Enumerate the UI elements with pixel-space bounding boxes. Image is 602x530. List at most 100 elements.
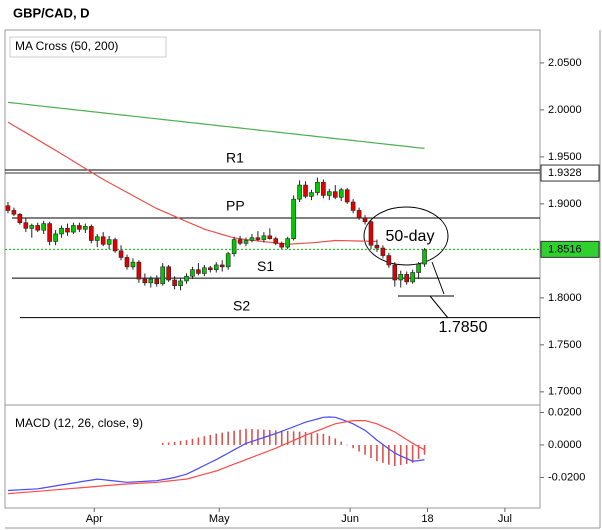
histogram-bar [364,444,366,455]
price-label-box [540,240,600,258]
candle-body [416,263,421,273]
candle-body [237,239,243,244]
histogram-bar [185,440,188,445]
candle-body [47,223,52,242]
candle-body [136,261,142,280]
histogram-bar [423,444,426,455]
histogram-bar [340,441,343,445]
x-tick-label: 18 [421,513,433,525]
plot-layer: MA Cross (50, 200) 2.0500 2.0000 1.9500 1.90… [5,36,600,525]
histogram-bar [245,428,247,445]
candle-body [315,181,320,193]
y-tick-label: 1.9500 [548,151,582,163]
histogram-bar [269,430,271,445]
candle-body [273,238,279,244]
x-tick-label: Apr [86,513,103,525]
indicator-box [9,36,167,58]
x-tick-label: May [209,513,230,525]
x-tick-label: Jun [341,513,359,525]
candle-body [23,222,29,229]
y-tick-label: 1.7500 [548,339,582,351]
chart-title: GBP/CAD, D [13,5,90,20]
y-tick-label: 1.8000 [548,292,582,304]
histogram-bar [352,444,354,449]
candle-body [130,261,136,268]
histogram-bar [209,434,212,445]
candle-body [41,223,46,231]
histogram-bar [417,444,420,459]
candle-body [410,272,415,283]
histogram-bar [227,431,229,445]
histogram-bar [221,432,224,445]
histogram-bar [322,433,325,445]
histogram-bar [376,444,378,462]
candle-body [303,184,308,197]
candle-body [154,278,160,285]
candle-body [362,217,368,223]
candle-body [178,280,183,286]
indicator-line [7,416,425,492]
x-tick-label: Jul [498,513,512,525]
price-label: 1.8516 [548,243,582,255]
histogram-bar [179,441,182,445]
candle-body [219,264,225,268]
candle-body [17,213,23,223]
histogram-bar [280,430,283,445]
candle-body [380,247,386,256]
candle-body [332,191,338,198]
histogram-bar [346,444,348,446]
histogram-bar [304,431,307,445]
histogram-bar [239,429,241,445]
histogram-bar [328,435,331,445]
candle-body [202,267,207,274]
annotation: 1.7850 [439,319,488,336]
candle-body [184,275,189,282]
macd-panel [4,404,541,509]
indicator-line [7,101,425,149]
indicator-label: MA Cross (50, 200) [15,39,118,53]
candle-body [267,235,273,239]
histogram-bar [203,436,206,445]
candle-body [148,278,154,284]
candle-body [11,210,17,215]
histogram-bar [405,444,408,464]
histogram-bar [316,433,319,445]
histogram-bar [167,442,170,445]
histogram-bar [215,433,218,445]
histogram-bar [358,444,360,452]
histogram-bar [274,430,277,445]
candle-body [213,264,219,270]
candle-body [321,181,326,196]
candle-body [249,237,255,241]
y-tick-label: 2.0500 [548,57,582,69]
y-tick-label: 0.0000 [548,439,582,451]
candle-body [29,225,35,229]
candle-body [106,239,112,245]
histogram-bar [286,430,289,445]
candle-body [261,235,267,240]
level-label: S2 [233,297,250,313]
candle-body [255,237,261,240]
histogram-bar [292,431,295,445]
price-label: 1.9328 [548,167,582,179]
price-label-box [540,164,600,182]
annotation: 50-day [386,228,435,245]
candle-body [65,228,70,233]
candle-body [190,269,195,277]
histogram-bar [411,444,414,463]
candle-body [297,184,302,200]
histogram-bar [334,438,337,445]
candle-body [392,264,398,281]
y-tick-label: 0.0200 [548,406,582,418]
candle-body [356,210,362,219]
candle-body [172,279,177,286]
candle-body [231,239,237,254]
candle-body [243,240,249,244]
candle-body [291,198,296,239]
y-tick-label: 1.7000 [548,386,582,398]
candle-body [124,257,130,268]
histogram-bar [310,432,313,445]
histogram-bar [251,429,253,445]
histogram-bar [161,442,164,445]
y-tick-label: 2.0000 [548,104,582,116]
